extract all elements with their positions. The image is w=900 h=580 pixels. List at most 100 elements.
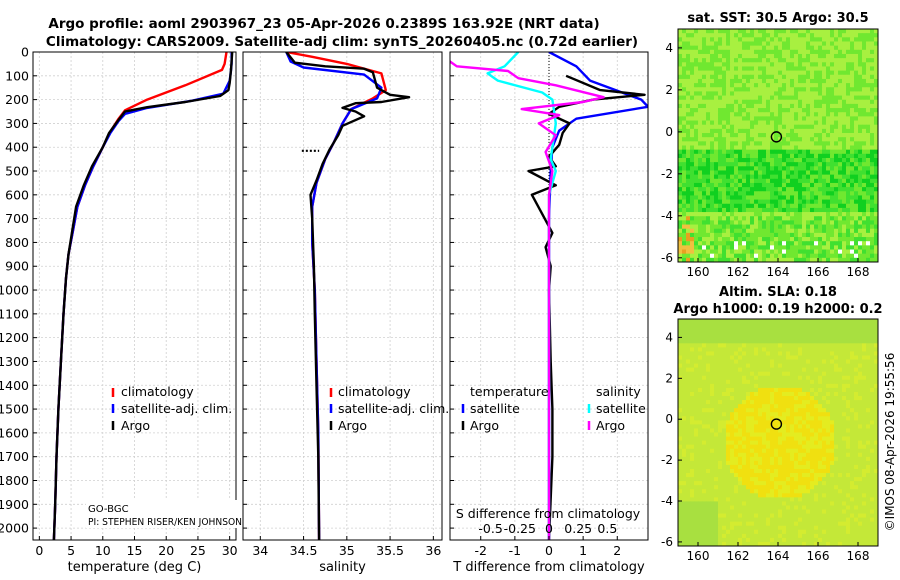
map-cell: [690, 452, 695, 458]
map-cell: [854, 367, 859, 373]
map-cell: [682, 331, 687, 336]
map-cell: [830, 253, 835, 259]
map-cell: [866, 124, 871, 130]
map-cell: [774, 420, 779, 425]
map-cell: [730, 327, 735, 332]
map-cell: [818, 153, 823, 159]
map-cell: [690, 444, 695, 450]
map-cell: [682, 195, 687, 200]
map-cell: [806, 83, 811, 88]
map-cell: [822, 170, 827, 176]
map-cell: [686, 212, 691, 217]
map-cell: [762, 170, 767, 176]
map-cell: [874, 203, 879, 209]
map-cell: [742, 327, 747, 332]
map-cell: [778, 66, 783, 72]
map-cell: [810, 359, 815, 364]
map-cell: [750, 137, 755, 142]
map-cell: [730, 331, 735, 336]
map-cell: [770, 49, 775, 55]
map-cell: [750, 468, 755, 474]
map-cell: [794, 460, 799, 466]
map-cell: [754, 145, 759, 151]
map-cell: [806, 319, 811, 324]
map-cell: [722, 400, 727, 405]
map-cell: [834, 137, 839, 142]
map-cell: [842, 166, 847, 171]
map-cell: [806, 396, 811, 401]
map-cell: [738, 216, 743, 221]
map-cell: [706, 440, 711, 446]
map-cell: [842, 149, 847, 155]
map-cell: [818, 29, 823, 34]
map-cell: [706, 124, 711, 130]
map-cell: [854, 257, 859, 263]
map-cell: [722, 257, 727, 263]
map-cell: [742, 191, 747, 196]
map-cell: [806, 359, 811, 364]
map-cell: [718, 448, 723, 454]
map-cell: [738, 78, 743, 84]
map-cell: [798, 391, 803, 397]
map-cell: [822, 187, 827, 192]
map-cell: [806, 391, 811, 397]
map-cell: [814, 162, 819, 167]
map-cell: [826, 199, 831, 205]
map-cell: [758, 216, 763, 221]
map-cell: [838, 351, 843, 356]
map-cell: [858, 133, 863, 138]
map-cell: [714, 145, 719, 151]
map-cell: [822, 400, 827, 405]
map-cell: [742, 335, 747, 340]
map-cell: [678, 359, 683, 364]
map-cell: [774, 41, 779, 47]
map-cell: [830, 220, 835, 225]
map-cell: [834, 128, 839, 134]
map-cell: [690, 396, 695, 401]
map-cell: [834, 41, 839, 47]
map-cell: [770, 207, 775, 213]
map-cell: [730, 149, 735, 155]
map-cell: [726, 383, 731, 389]
map-cell: [834, 327, 839, 332]
map-cell: [798, 128, 803, 134]
legend-label-satellite: satellite-adj. clim.: [121, 401, 232, 416]
map-cell: [810, 424, 815, 429]
map-cell: [690, 220, 695, 225]
map-cell: [870, 120, 875, 126]
map-cell: [806, 137, 811, 142]
map-cell: [690, 74, 695, 80]
map-cell: [798, 379, 803, 385]
map-cell: [722, 78, 727, 84]
map-cell: [774, 375, 779, 381]
map-cell: [702, 199, 707, 205]
map-cell: [694, 83, 699, 88]
map-cell: [838, 436, 843, 441]
map-cell: [866, 133, 871, 138]
map-cell: [782, 452, 787, 458]
map-cell: [750, 351, 755, 356]
map-cell: [722, 87, 727, 92]
map-cell: [762, 228, 767, 234]
map-cell: [750, 157, 755, 163]
map-cell: [834, 62, 839, 67]
map-cell: [754, 78, 759, 84]
map-cell: [818, 452, 823, 458]
map-cell: [678, 228, 683, 234]
map-cell: [802, 408, 807, 413]
map-cell: [814, 95, 819, 101]
map-cell: [814, 468, 819, 474]
map-cell: [850, 216, 855, 221]
map-cell: [782, 428, 787, 433]
map-cell: [710, 257, 715, 263]
map-cell: [750, 70, 755, 76]
map-cell: [790, 141, 795, 146]
map-cell: [734, 391, 739, 397]
map-cell: [746, 220, 751, 225]
map-cell: [706, 351, 711, 356]
map-cell: [870, 33, 875, 38]
map-cell: [830, 124, 835, 130]
map-cell: [710, 359, 715, 364]
map-cell: [786, 371, 791, 377]
map-cell: [782, 391, 787, 397]
